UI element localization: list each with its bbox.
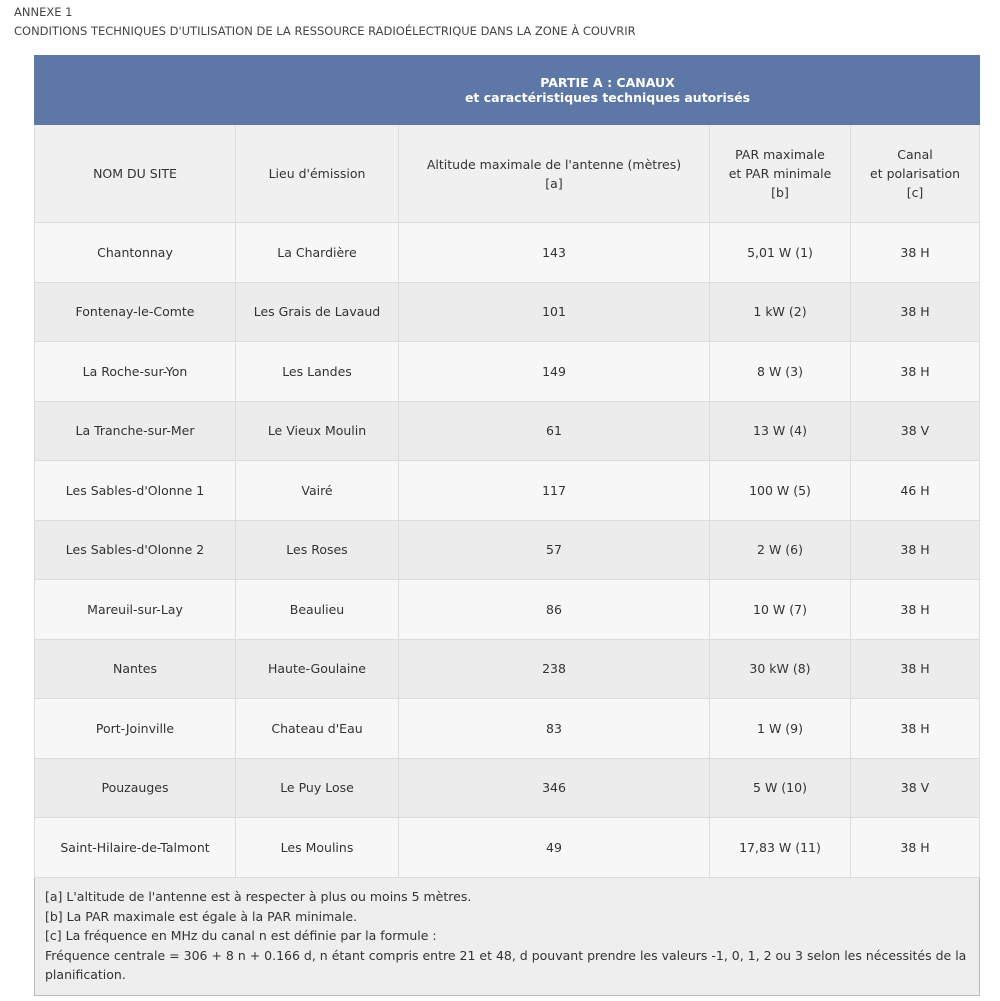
column-header-line: Canal [897,147,933,162]
group-header-line: PARTIE A : CANAUX [540,75,675,90]
cell: 13 W (4) [709,400,851,461]
cell: Mareuil-sur-Lay [34,579,236,640]
cell: Le Puy Lose [235,757,399,818]
cell: 149 [398,341,710,402]
column-header-line: PAR maximale [735,147,825,162]
cell: 30 kW (8) [709,638,851,699]
cell: La Chardière [235,222,399,283]
table: PARTIE A : CANAUX et caractéristiques tec… [33,55,981,996]
cell: 1 kW (2) [709,281,851,342]
cell: 38 H [849,638,981,699]
cell: 101 [398,281,710,342]
cell: 8 W (3) [709,341,851,402]
cell: 2 W (6) [709,519,851,580]
column-header: PAR maximale et PAR minimale [b] [709,124,851,223]
data-row: Pouzauges Le Puy Lose 346 5 W (10) 38 V [34,757,981,818]
group-header-row: PARTIE A : CANAUX et caractéristiques tec… [34,55,981,125]
cell: Chateau d'Eau [235,698,399,759]
column-header-line: Altitude maximale de l'antenne (mètres) [426,156,682,172]
cell: 83 [398,698,710,759]
cell: Nantes [34,638,236,699]
column-header-line: NOM DU SITE [93,166,177,181]
data-row: Chantonnay La Chardière 143 5,01 W (1) 38 H [34,222,981,283]
table-body: PARTIE A : CANAUX et caractéristiques tec… [33,55,981,996]
column-header-line: et polarisation [870,166,961,181]
cell: 346 [398,757,710,818]
header-cell [34,55,236,125]
data-row: Mareuil-sur-Lay Beaulieu 86 10 W (7) 38 H [34,579,981,640]
cell: La Tranche-sur-Mer [34,400,236,461]
group-header-cell: PARTIE A : CANAUX et caractéristiques tec… [234,55,981,125]
note: Fréquence centrale = 306 + 8 n + 0.166 d… [45,947,967,983]
cell: 38 V [849,757,981,818]
cell: 38 H [849,281,981,342]
cell: Les Sables-d'Olonne 2 [34,519,236,580]
notes-row: [a] L'altitude de l'antenne est à respec… [33,876,981,996]
annex-title: CONDITIONS TECHNIQUES D'UTILISATION DE L… [14,24,636,38]
cell: Beaulieu [235,579,399,640]
cell: 38 H [849,222,981,283]
cell: Les Grais de Lavaud [235,281,399,342]
column-header: Lieu d'émission [235,124,399,223]
cell: 38 H [849,579,981,640]
column-header-line: [b] [771,185,789,200]
cell: Le Vieux Moulin [235,400,399,461]
cell: 38 H [849,341,981,402]
cell: 1 W (9) [709,698,851,759]
cell: Les Landes [235,341,399,402]
cell: 100 W (5) [709,460,851,521]
cell: Les Moulins [235,817,399,878]
cell: Port-Joinville [34,698,236,759]
column-header-line: [a] [545,175,563,191]
cell: 86 [398,579,710,640]
cell: Pouzauges [34,757,236,818]
column-header: Altitude maximale de l'antenne (mètres) [… [398,124,710,223]
column-header-line: Lieu d'émission [268,166,366,181]
data-row: Les Sables-d'Olonne 1 Vairé 117 100 W (5) 46… [34,460,981,521]
note: [a] L'altitude de l'antenne est à respec… [45,889,472,905]
notes-cell: [a] L'altitude de l'antenne est à respec… [33,876,981,996]
note: [c] La fréquence en MHz du canal n est d… [45,928,437,944]
cell: Chantonnay [34,222,236,283]
cell: 143 [398,222,710,283]
note: [b] La PAR maximale est égale à la PAR m… [45,908,358,924]
column-header-line: et PAR minimale [728,166,832,181]
cell: Fontenay-le-Comte [34,281,236,342]
cell: Haute-Goulaine [235,638,399,699]
cell: 5,01 W (1) [709,222,851,283]
cell: 5 W (10) [709,757,851,818]
cell: Les Sables-d'Olonne 1 [34,460,236,521]
cell: 49 [398,817,710,878]
data-row: La Roche-sur-Yon Les Landes 149 8 W (3) 38 H [34,341,981,402]
column-header-row: NOM DU SITE Lieu d'émission Altitude maxim… [34,124,981,223]
cell: 38 H [849,519,981,580]
cell: Les Roses [235,519,399,580]
cell: 238 [398,638,710,699]
column-header-line: [c] [906,185,924,200]
data-row: Saint-Hilaire-de-Talmont Les Moulins 49 17,… [34,817,981,878]
group-header-line: et caractéristiques techniques autorisés [464,90,751,105]
data-row: Fontenay-le-Comte Les Grais de Lavaud 101 1… [34,281,981,342]
cell: 17,83 W (11) [709,817,851,878]
data-row: La Tranche-sur-Mer Le Vieux Moulin 61 13 W … [34,400,981,461]
cell: 38 H [849,817,981,878]
cell: 38 H [849,698,981,759]
cell: 57 [398,519,710,580]
data-row: Port-Joinville Chateau d'Eau 83 1 W (9) 38 H [34,698,981,759]
cell: Vairé [235,460,399,521]
cell: 10 W (7) [709,579,851,640]
data-row: Nantes Haute-Goulaine 238 30 kW (8) 38 H [34,638,981,699]
column-header: NOM DU SITE [34,124,236,223]
cell: 38 V [849,400,981,461]
cell: 61 [398,400,710,461]
cell: La Roche-sur-Yon [34,341,236,402]
data-row: Les Sables-d'Olonne 2 Les Roses 57 2 W (6) 3… [34,519,981,580]
cell: Saint-Hilaire-de-Talmont [34,817,236,878]
cell: 117 [398,460,710,521]
cell: 46 H [849,460,981,521]
column-header: Canal et polarisation [c] [849,124,981,223]
annex-label: ANNEXE 1 [14,5,73,19]
